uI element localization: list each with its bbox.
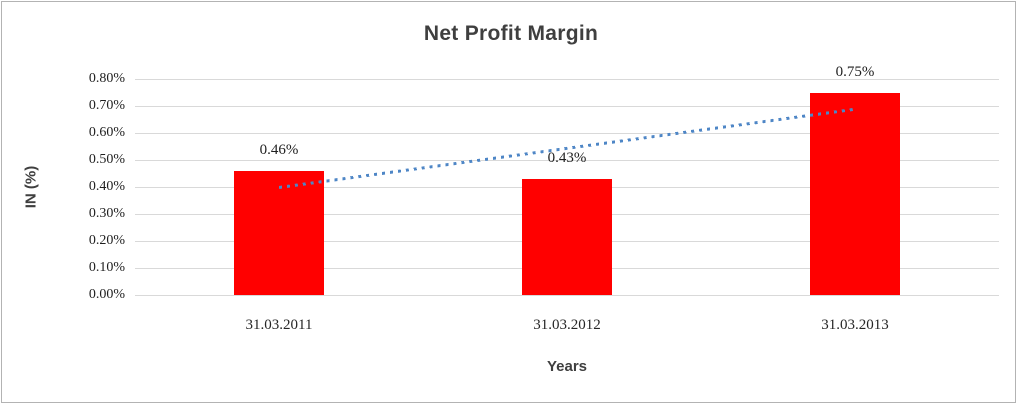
x-axis-title: Years bbox=[546, 358, 588, 375]
y-axis-tick-label: 0.00% bbox=[88, 287, 125, 302]
gridline bbox=[135, 133, 999, 134]
bar bbox=[522, 178, 612, 295]
gridline bbox=[135, 295, 999, 296]
bar-value-label: 0.43% bbox=[547, 149, 587, 166]
y-axis-tick-label: 0.70% bbox=[88, 98, 125, 113]
x-axis-tick-label: 31.03.2012 bbox=[533, 317, 601, 333]
bar bbox=[234, 170, 324, 295]
y-axis-tick-label: 0.40% bbox=[88, 179, 125, 194]
y-axis-tick-label: 0.20% bbox=[88, 233, 125, 248]
gridline bbox=[135, 106, 999, 107]
gridline bbox=[135, 160, 999, 161]
x-axis-tick-label: 31.03.2013 bbox=[821, 317, 889, 333]
y-axis-tick-label: 0.10% bbox=[88, 260, 125, 275]
y-axis-tick-label: 0.60% bbox=[88, 125, 125, 140]
bar bbox=[810, 92, 900, 295]
y-axis-tick-label: 0.30% bbox=[88, 206, 125, 221]
y-axis-tick-label: 0.80% bbox=[88, 71, 125, 86]
y-axis-title: IN (%) bbox=[22, 165, 40, 209]
bar-value-label: 0.46% bbox=[259, 141, 299, 158]
gridline bbox=[135, 79, 999, 80]
bar-value-label: 0.75% bbox=[835, 63, 875, 80]
x-axis-tick-label: 31.03.2011 bbox=[245, 317, 313, 333]
trendline bbox=[278, 107, 856, 189]
chart-title: Net Profit Margin bbox=[423, 22, 599, 45]
plot-area: 0.46% 0.43% 0.75% bbox=[135, 64, 999, 296]
y-axis-tick-label: 0.50% bbox=[88, 152, 125, 167]
